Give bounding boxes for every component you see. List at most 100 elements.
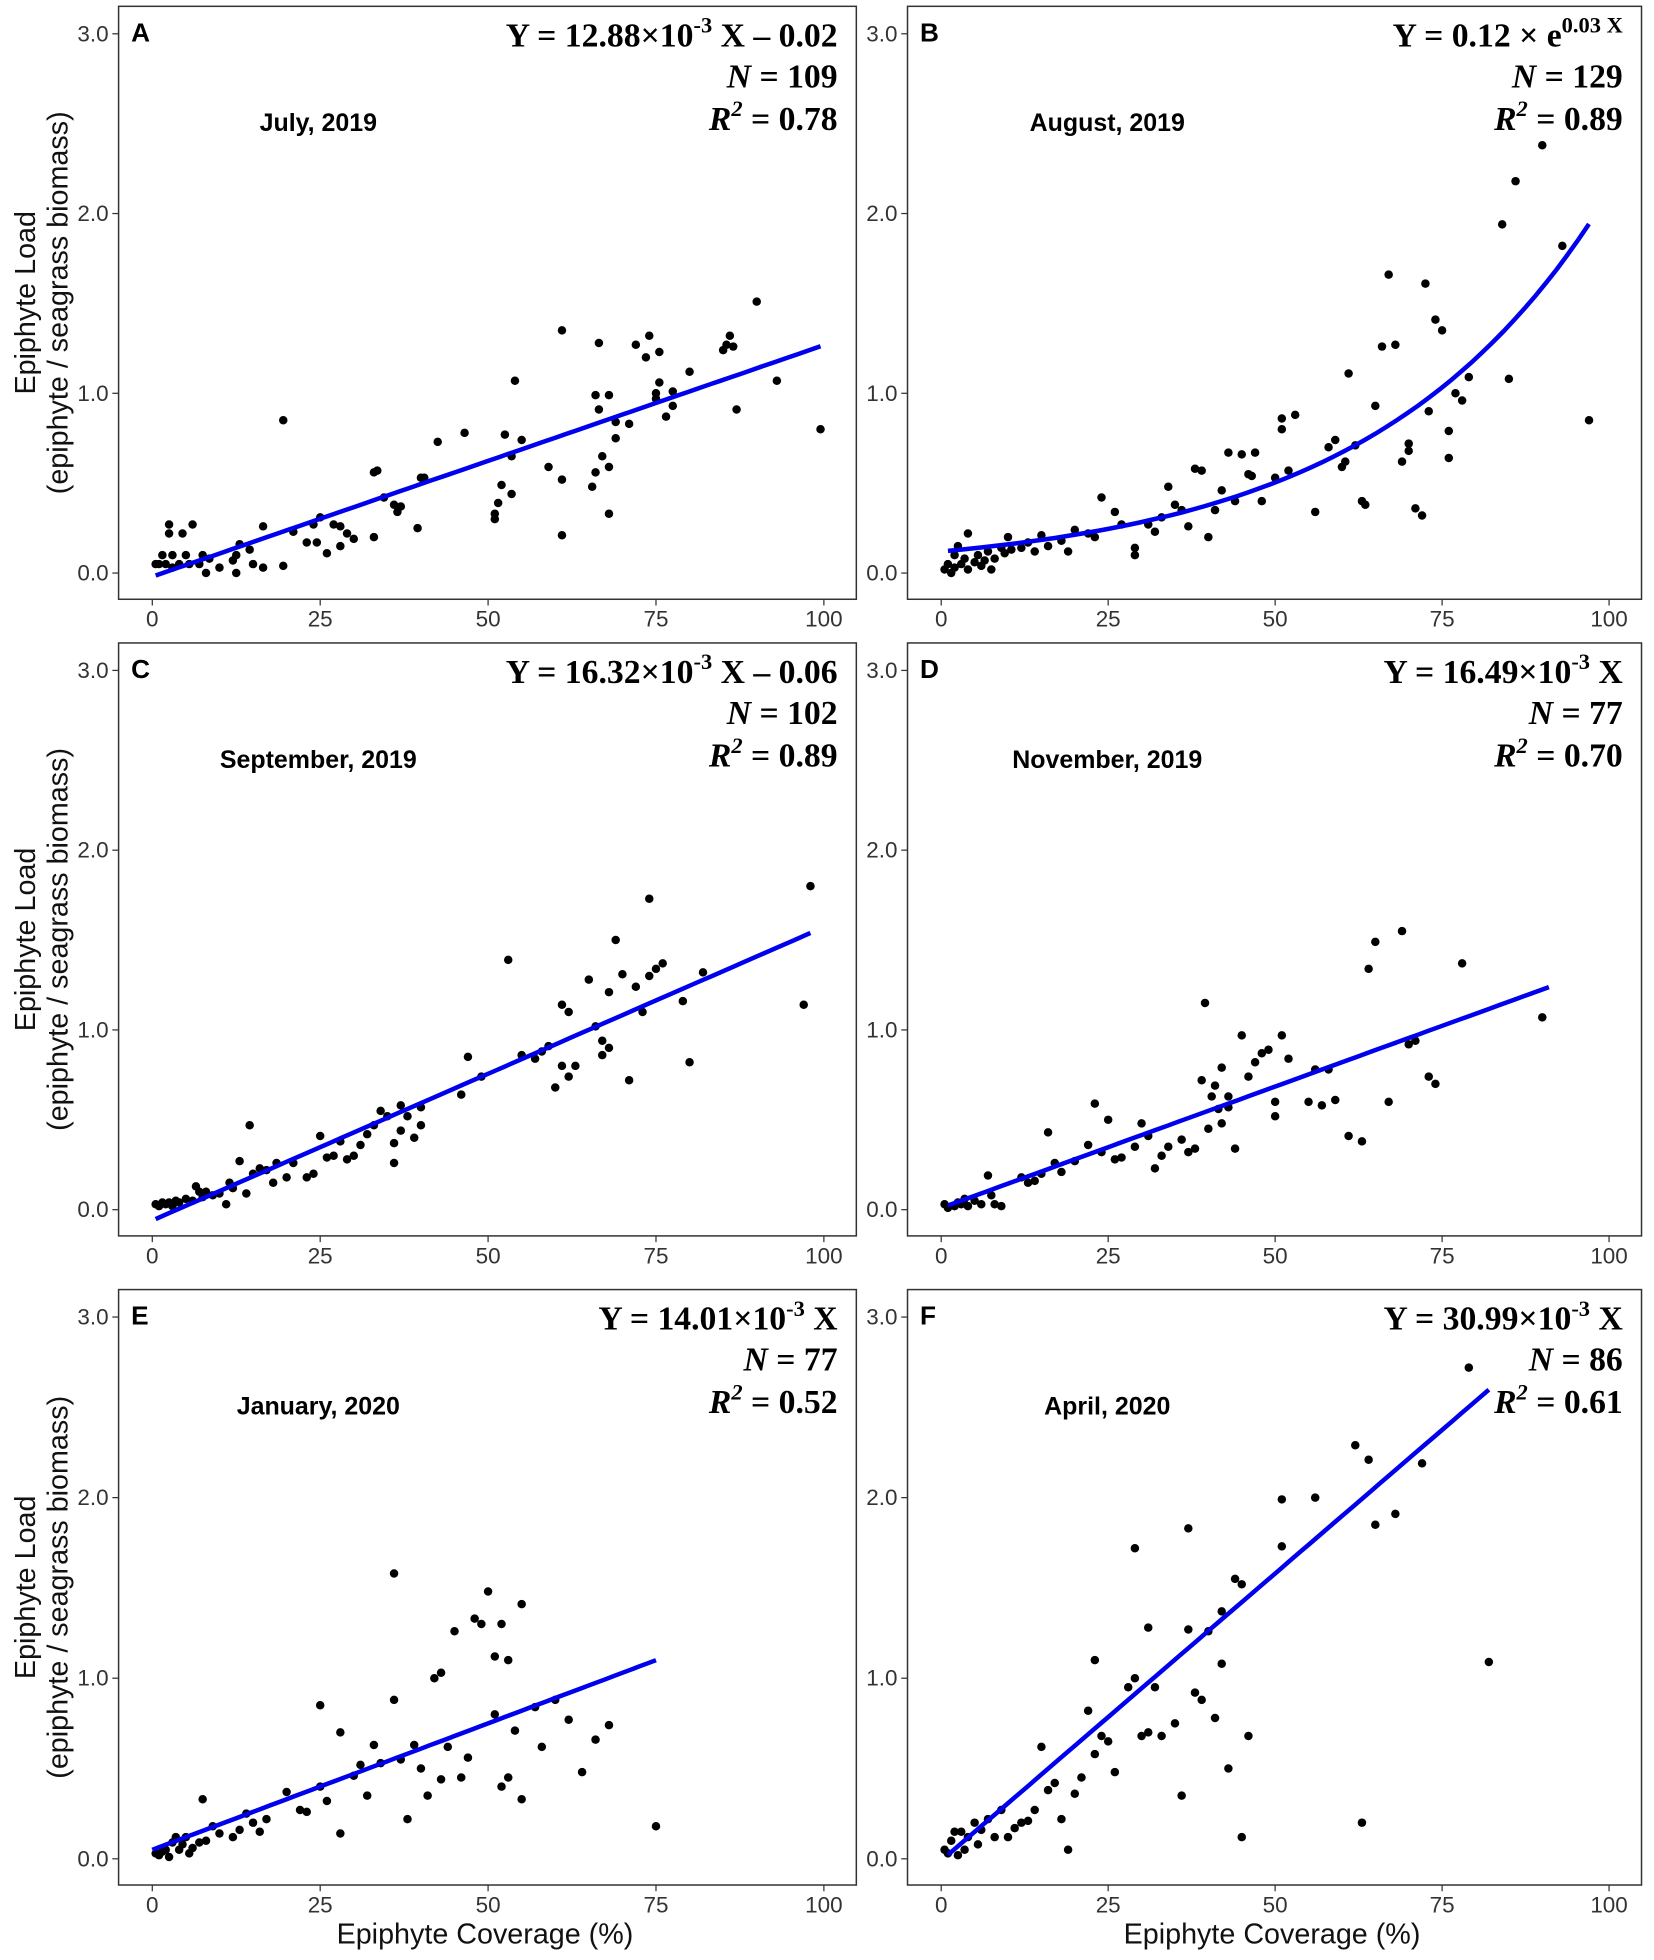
data-point — [497, 1619, 506, 1629]
data-point — [1384, 1097, 1393, 1107]
equation-superscript: -3 — [694, 649, 713, 674]
x-axis-label: Epiphyte Coverage (%) — [1124, 1919, 1421, 1951]
x-tick-label: 75 — [1430, 1243, 1455, 1268]
data-point — [248, 1818, 258, 1827]
data-point — [1464, 372, 1474, 382]
data-point — [302, 1807, 312, 1817]
data-point — [1217, 1119, 1226, 1128]
x-tick-label: 25 — [308, 607, 333, 632]
y-tick-label: 1.0 — [77, 1017, 108, 1042]
data-point — [231, 550, 241, 560]
data-point — [1331, 1095, 1340, 1105]
panel-letter: D — [920, 654, 939, 684]
data-point — [1197, 1076, 1206, 1085]
r-value: = 0.61 — [1528, 1384, 1623, 1421]
data-point — [1264, 1045, 1273, 1054]
data-point — [1270, 1111, 1280, 1121]
data-point — [1164, 1142, 1173, 1152]
data-point — [990, 1200, 999, 1209]
data-point — [510, 1726, 520, 1735]
data-point — [503, 955, 513, 965]
data-point — [1117, 1153, 1126, 1162]
data-point — [1197, 466, 1206, 475]
data-point — [1130, 1543, 1140, 1553]
data-point — [1144, 1728, 1153, 1737]
data-point — [161, 559, 170, 569]
data-point — [329, 1151, 338, 1161]
data-point — [1070, 1789, 1080, 1799]
n-value: = 77 — [768, 1342, 838, 1379]
data-point — [279, 561, 288, 571]
data-point — [1331, 435, 1340, 445]
data-point — [987, 565, 996, 574]
data-point — [1538, 140, 1547, 150]
data-point — [164, 529, 174, 538]
y-axis-label: Epiphyte Load — [10, 211, 42, 395]
data-point — [598, 1036, 607, 1045]
r-squared: R2 = 0.61 — [1493, 1379, 1623, 1421]
data-point — [1310, 1493, 1320, 1502]
data-point — [158, 550, 167, 560]
r-superscript: 2 — [730, 1379, 742, 1404]
data-point — [1007, 545, 1016, 554]
data-point — [463, 1753, 473, 1762]
data-point — [950, 1827, 959, 1836]
panel-B: 0.0 1.0 2.0 3.0 0 25 50 75 100 B August, 2019 Y = 0… — [866, 5, 1643, 632]
y-tick-label: 0.0 — [77, 1197, 108, 1222]
data-point — [242, 1189, 251, 1198]
x-tick-label: 50 — [476, 1243, 501, 1268]
data-point — [658, 959, 667, 968]
month-label: April, 2020 — [1044, 1392, 1170, 1420]
data-point — [722, 340, 731, 350]
data-point — [1090, 1749, 1100, 1759]
equation: Y = 30.99×10-3 X — [1384, 1296, 1623, 1338]
n-label: N — [726, 58, 753, 95]
r-squared: R2 = 0.89 — [708, 733, 838, 775]
data-point — [228, 1832, 238, 1842]
data-point — [433, 437, 442, 447]
data-point — [215, 1829, 224, 1838]
y-tick-label: 2.0 — [77, 838, 108, 863]
data-point — [1063, 1845, 1073, 1855]
data-point — [604, 1720, 614, 1730]
data-point — [604, 462, 614, 472]
data-point — [685, 367, 694, 376]
y-tick-label: 1.0 — [866, 1666, 897, 1691]
data-point — [1397, 926, 1407, 936]
data-point — [651, 389, 661, 398]
y-tick-label: 3.0 — [866, 21, 897, 46]
data-point — [450, 1627, 459, 1636]
data-point — [661, 412, 671, 421]
data-point — [1110, 1155, 1120, 1164]
data-point — [1130, 1673, 1140, 1683]
data-point — [594, 405, 604, 414]
data-point — [282, 1173, 291, 1182]
x-tick-label: 100 — [1590, 1243, 1627, 1268]
sample-size: N = 109 — [726, 58, 838, 95]
data-point — [1123, 1683, 1133, 1692]
data-point — [245, 1120, 254, 1130]
plot-frame — [906, 5, 1643, 601]
panel-F: 0.0 1.0 2.0 3.0 0 25 50 75 100 F April, 2020 Y = 30… — [866, 1288, 1643, 1951]
r-value: = 0.78 — [743, 101, 838, 138]
data-point — [1284, 466, 1293, 475]
n-label: N — [743, 1342, 770, 1379]
fit-line — [946, 1387, 1491, 1857]
sample-size: N = 129 — [1511, 58, 1623, 95]
data-point — [1190, 1144, 1200, 1153]
data-point — [174, 1198, 184, 1207]
data-point — [1344, 1131, 1353, 1141]
data-point — [1457, 396, 1467, 405]
data-point — [655, 378, 664, 387]
y-tick-label: 3.0 — [77, 658, 108, 683]
y-tick-label: 0.0 — [866, 1846, 897, 1871]
data-point — [322, 1796, 332, 1806]
data-point — [698, 968, 708, 977]
data-point — [215, 563, 224, 572]
sample-size: N = 77 — [743, 1342, 838, 1379]
data-point — [312, 538, 322, 547]
y-tick-label: 3.0 — [77, 1305, 108, 1330]
data-point — [1030, 547, 1039, 556]
data-point — [1150, 1683, 1160, 1692]
data-point — [1210, 1081, 1220, 1090]
